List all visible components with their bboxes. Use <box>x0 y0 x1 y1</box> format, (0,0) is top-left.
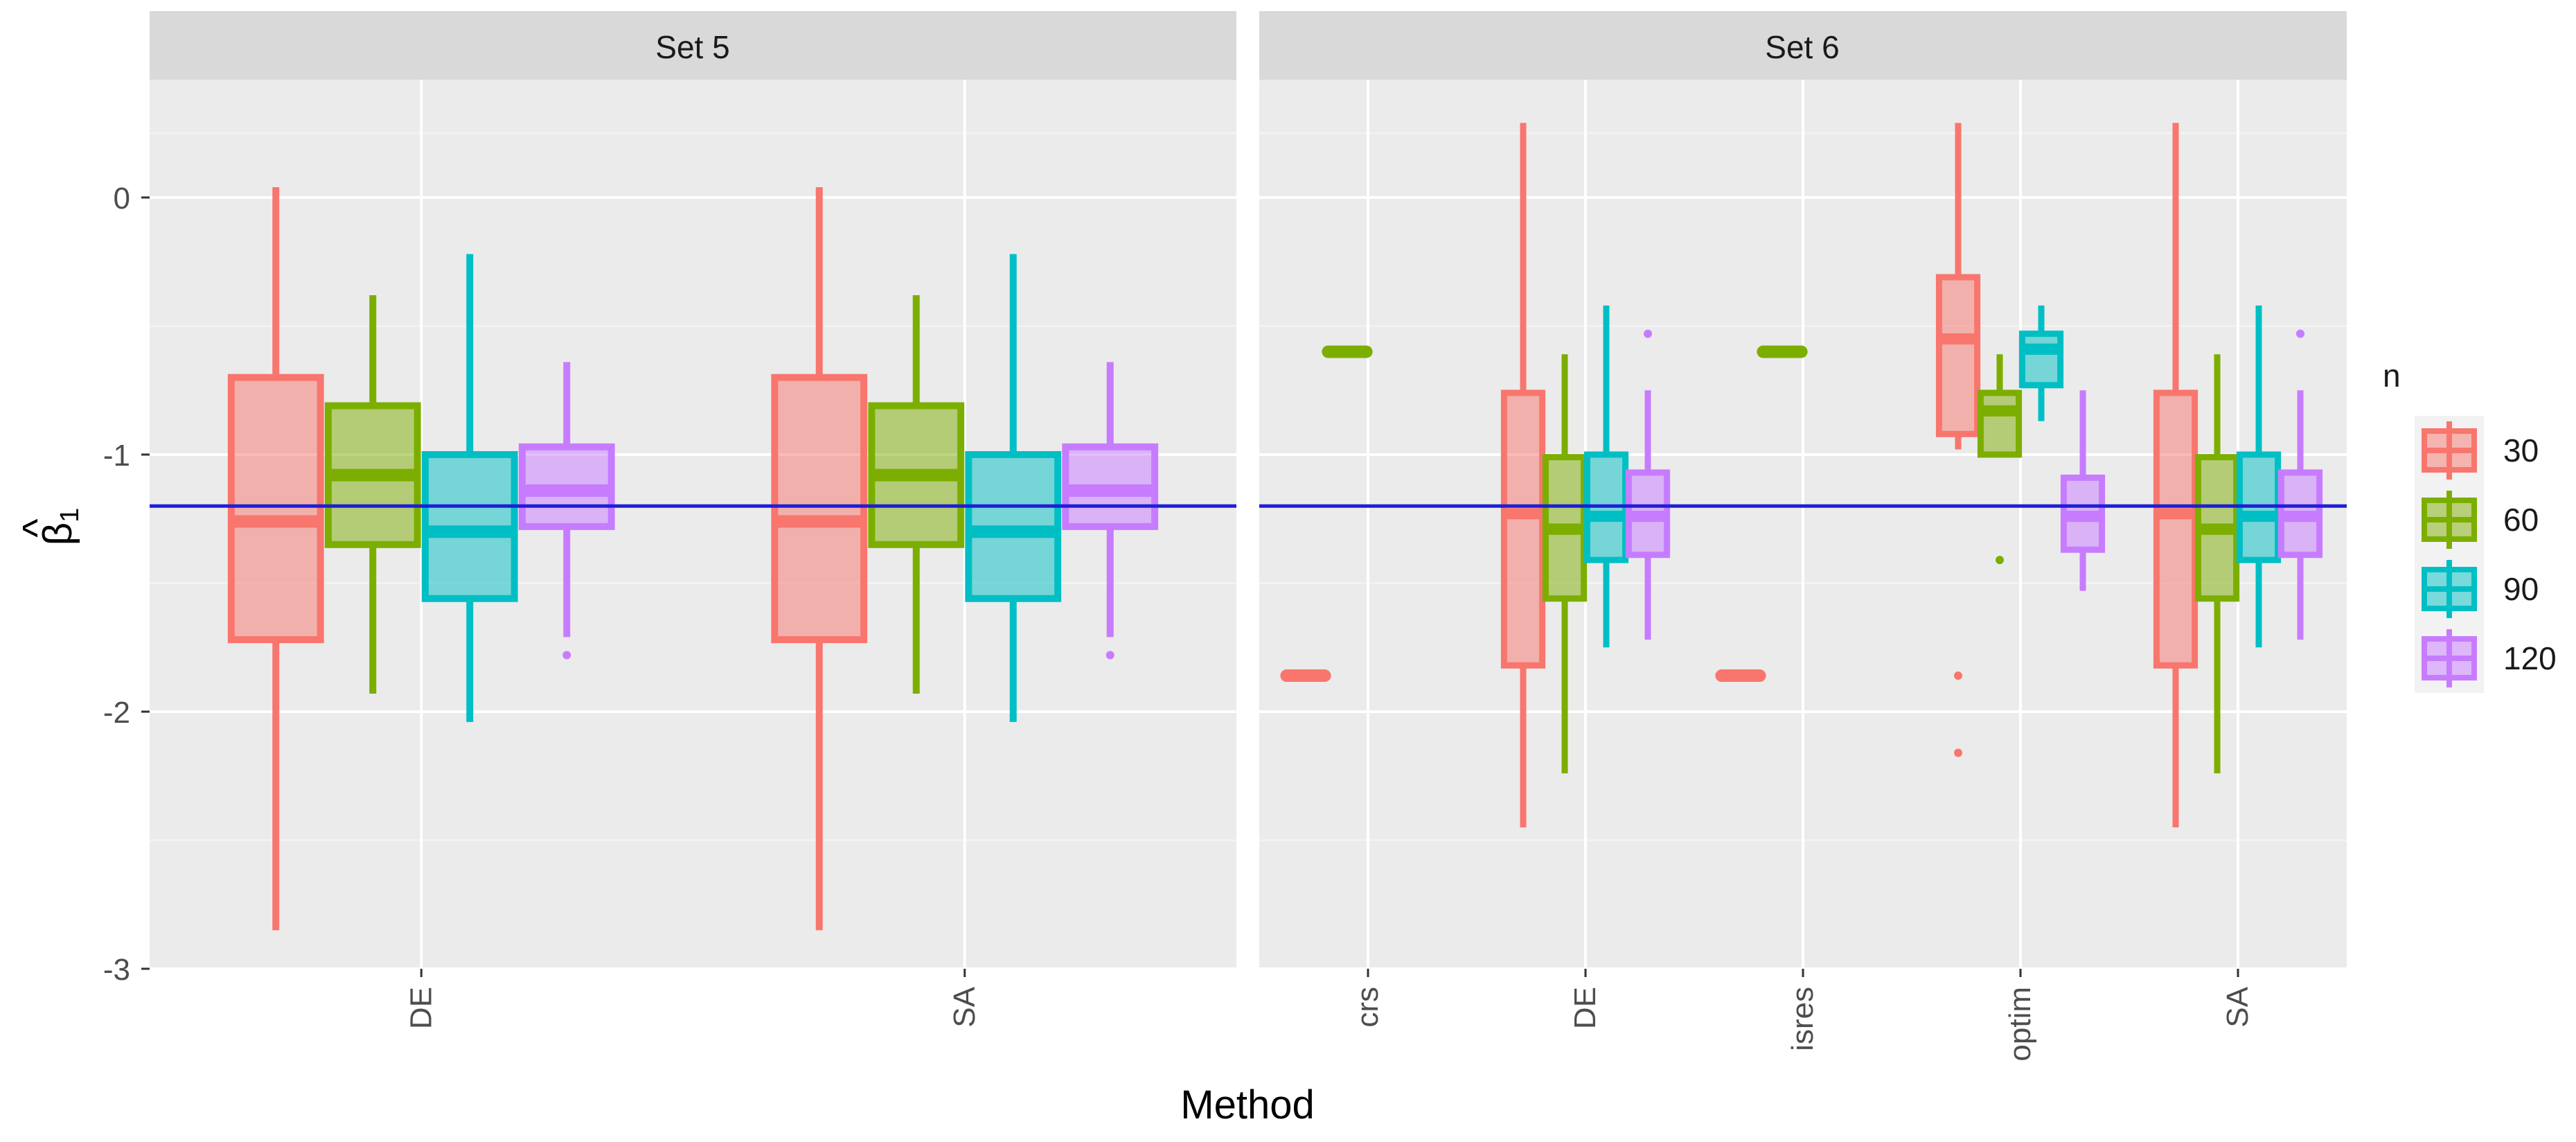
box-sa-n30 <box>771 187 868 931</box>
box-de-n60 <box>1542 354 1588 774</box>
legend-label: 30 <box>2503 432 2539 468</box>
box-de-n30 <box>227 187 324 931</box>
x-tick-label: isres <box>1786 987 1820 1051</box>
legend-item-n90: 90 <box>2415 554 2539 624</box>
strip-background <box>1259 11 2347 80</box>
legend: n 30 60 90 120 <box>2383 358 2557 693</box>
box-de-n120 <box>1625 329 1671 640</box>
legend-item-n120: 120 <box>2415 624 2557 693</box>
svg-text:β1: β1 <box>35 508 85 546</box>
box-body <box>1500 389 1546 669</box>
box-sa-n30 <box>2153 123 2199 827</box>
outlier-point <box>1954 671 1962 680</box>
y-axis-title-sub: 1 <box>55 508 85 522</box>
y-axis: 0 -1 -2 -3 <box>103 182 150 987</box>
y-tick-label: -2 <box>103 696 130 730</box>
y-axis-title: β1 ^ <box>15 508 85 546</box>
chart-marks <box>150 123 2347 931</box>
outlier-point <box>1954 748 1962 757</box>
y-tick-label: -3 <box>103 953 130 987</box>
box-sa-n90 <box>965 254 1062 722</box>
strip-background <box>150 11 1236 80</box>
box-body <box>227 374 324 644</box>
box-sa-n60 <box>2194 354 2240 774</box>
box-body <box>1935 274 1981 437</box>
box-body <box>2018 331 2064 389</box>
x-axis-title: Method <box>1180 1082 1314 1127</box>
box-de-n90 <box>421 254 518 722</box>
box-sa-n120 <box>1062 362 1159 660</box>
box-body <box>2153 389 2199 669</box>
box-optim-n30 <box>1935 123 1981 757</box>
legend-label: 120 <box>2503 640 2557 676</box>
box-optim-n90 <box>2018 305 2064 421</box>
outlier-point <box>1644 329 1652 338</box>
box-de-n60 <box>324 295 421 694</box>
legend-title: n <box>2383 358 2401 394</box>
outlier-point <box>1105 651 1114 660</box>
box-de-n30 <box>1500 123 1546 827</box>
legend-item-n30: 30 <box>2415 416 2539 485</box>
box-de-n120 <box>518 362 615 660</box>
y-axis-title-base: β <box>35 522 80 545</box>
box-body <box>1977 389 2023 458</box>
outlier-point <box>1996 556 2004 565</box>
y-tick-label: 0 <box>114 182 130 216</box>
box-body <box>771 374 868 644</box>
outlier-point <box>562 651 571 660</box>
x-tick-label: SA <box>948 986 981 1027</box>
x-axis: DE SA crs DE isres optim SA <box>404 969 2255 1062</box>
legend-label: 90 <box>2503 571 2539 607</box>
y-axis-title-hat: ^ <box>15 518 60 537</box>
strip-label-set-6: Set 6 <box>1765 29 1839 65</box>
box-optim-n120 <box>2060 390 2106 591</box>
x-tick-label: SA <box>2221 986 2255 1027</box>
x-tick-label: crs <box>1351 987 1385 1028</box>
box-sa-n120 <box>2277 329 2323 640</box>
strip-label-set-5: Set 5 <box>655 29 729 65</box>
x-tick-label: optim <box>2003 987 2037 1062</box>
legend-label: 60 <box>2503 502 2539 538</box>
x-tick-label: DE <box>1568 987 1602 1029</box>
box-optim-n60 <box>1977 354 2023 565</box>
legend-item-n60: 60 <box>2415 485 2539 554</box>
outlier-point <box>2296 329 2304 338</box>
box-sa-n60 <box>868 295 965 694</box>
y-tick-label: -1 <box>103 439 130 473</box>
x-tick-label: DE <box>404 987 438 1029</box>
